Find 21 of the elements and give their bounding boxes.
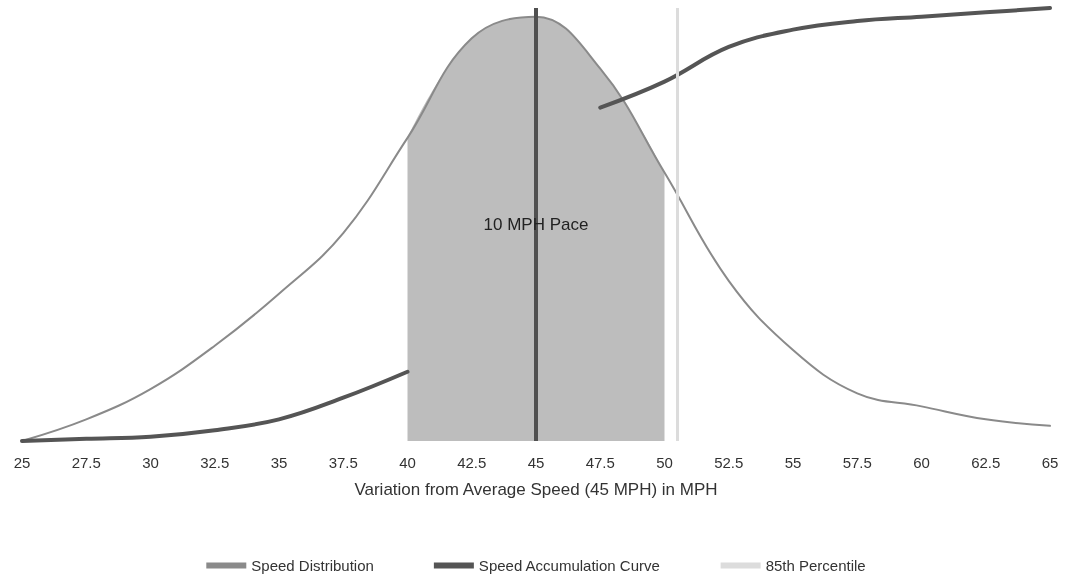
x-tick-label: 35 (270, 454, 288, 471)
x-tick-label: 52.5 (714, 454, 744, 471)
x-tick-label: 50 (656, 454, 673, 471)
x-tick-label: 62.5 (971, 454, 1001, 471)
x-tick-label: 47.5 (585, 454, 615, 471)
legend-label: Speed Distribution (251, 557, 374, 574)
x-tick-label: 60 (913, 454, 930, 471)
x-tick-label: 32.5 (200, 454, 230, 471)
legend-label: Speed Accumulation Curve (478, 557, 660, 574)
x-tick-label: 30 (142, 454, 159, 471)
x-tick-label: 27.5 (71, 454, 101, 471)
x-tick-label: 55 (784, 454, 802, 471)
x-tick-label: 37.5 (328, 454, 358, 471)
x-tick-label: 25 (13, 454, 31, 471)
x-tick-label: 65 (1041, 454, 1059, 471)
x-tick-label: 45 (527, 454, 545, 471)
legend-label: 85th Percentile (765, 557, 866, 574)
x-tick-label: 42.5 (457, 454, 487, 471)
x-tick-label: 40 (399, 454, 416, 471)
x-axis-title: Variation from Average Speed (45 MPH) in MPH (354, 480, 718, 499)
x-tick-label: 57.5 (842, 454, 872, 471)
